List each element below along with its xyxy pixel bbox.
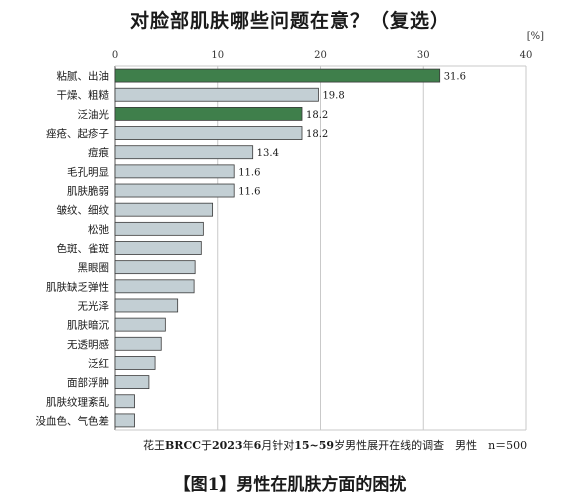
category-label: 泛红 xyxy=(88,357,109,370)
bar xyxy=(114,375,150,390)
bar xyxy=(114,106,303,121)
source-ages: 15~59 xyxy=(294,439,335,452)
source-mid1: 于 xyxy=(200,439,212,452)
bar xyxy=(114,317,166,332)
value-label: 31.6 xyxy=(444,72,466,83)
category-label: 肌肤脆弱 xyxy=(67,185,109,198)
value-label: 18.2 xyxy=(306,110,328,121)
category-label: 粘腻、出油 xyxy=(57,70,110,83)
category-label: 泛油光 xyxy=(78,108,110,121)
source-prefix: 花王 xyxy=(143,439,165,452)
category-label: 色斑、雀斑 xyxy=(57,242,110,255)
x-tick-labels: 0 10 20 30 40 xyxy=(112,50,533,61)
source-mid4: 岁男性展开在线的调查 男性 n＝500 xyxy=(334,439,528,452)
x-tick-label: 0 xyxy=(112,50,118,61)
value-label: 19.8 xyxy=(322,91,344,102)
category-label: 皱纹、细纹 xyxy=(57,204,110,217)
caption-text: 男性在肌肤方面的困扰 xyxy=(236,475,407,495)
chart-title: 对脸部肌肤哪些问题在意？（复选） xyxy=(129,10,450,32)
bar xyxy=(114,126,303,140)
unit-label: [%] xyxy=(527,31,544,42)
bar xyxy=(114,336,162,351)
value-label: 18.2 xyxy=(306,129,328,140)
bar xyxy=(114,279,195,294)
x-tick-label: 30 xyxy=(417,50,430,61)
category-label: 无透明感 xyxy=(67,338,109,351)
category-label: 肌肤纹理紊乱 xyxy=(46,395,109,408)
bar xyxy=(114,356,156,370)
bar xyxy=(114,260,196,275)
source-month: 6 xyxy=(253,439,262,452)
category-label: 黑眼圈 xyxy=(78,262,110,274)
bar xyxy=(114,241,202,255)
bar xyxy=(114,394,135,409)
source-brand: BRCC xyxy=(165,439,201,452)
value-labels: 31.6 19.8 18.2 18.2 13.4 11.6 11.6 xyxy=(238,72,466,198)
bar xyxy=(114,298,179,313)
bar xyxy=(114,68,441,83)
x-tick-label: 40 xyxy=(520,50,533,61)
category-labels: 粘腻、出油干燥、粗糙泛油光痤疮、起疹子痘痕毛孔明显肌肤脆弱皱纹、细纹松弛色斑、雀… xyxy=(36,70,110,428)
category-label: 痤疮、起疹子 xyxy=(46,127,109,140)
value-label: 11.6 xyxy=(238,187,260,198)
category-label: 肌肤缺乏弹性 xyxy=(46,280,109,293)
source-year: 2023 xyxy=(211,439,243,452)
bar xyxy=(114,221,204,236)
bar xyxy=(114,145,254,160)
category-label: 干燥、粗糙 xyxy=(57,89,110,102)
source-note: 花王BRCC于2023年6月针对15~59岁男性展开在线的调查 男性 n＝500 xyxy=(143,437,527,453)
category-label: 肌肤暗沉 xyxy=(67,319,109,332)
category-label: 毛孔明显 xyxy=(67,165,109,178)
bar xyxy=(114,87,319,102)
figure-caption: 【图1】男性在肌肤方面的困扰 xyxy=(0,470,580,495)
source-mid3: 月针对 xyxy=(261,439,295,452)
category-label: 痘痕 xyxy=(88,146,109,159)
category-label: 无光泽 xyxy=(78,299,110,312)
x-tick-label: 20 xyxy=(314,50,327,61)
bar xyxy=(114,183,235,198)
bar xyxy=(114,164,235,179)
x-tick-label: 10 xyxy=(211,50,224,61)
value-label: 11.6 xyxy=(238,167,260,178)
source-mid2: 年 xyxy=(242,439,254,452)
caption-number: 【图1】 xyxy=(173,475,237,495)
category-label: 松弛 xyxy=(88,223,109,236)
value-label: 13.4 xyxy=(257,148,279,159)
category-label: 面部浮肿 xyxy=(67,376,109,389)
category-label: 没血色、气色差 xyxy=(36,414,110,427)
bar xyxy=(114,413,135,428)
bars xyxy=(114,68,441,428)
bar xyxy=(114,202,214,217)
